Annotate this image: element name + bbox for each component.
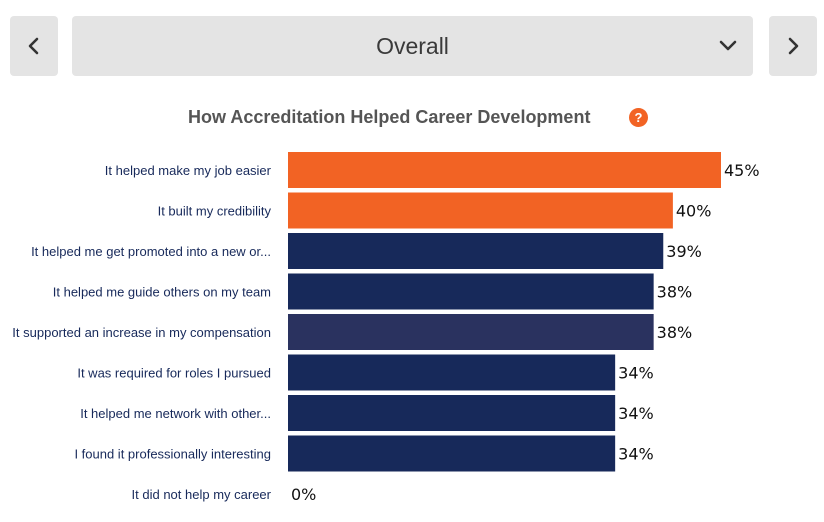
category-label: It helped me get promoted into a new or.… xyxy=(31,244,271,259)
chevron-right-icon xyxy=(788,37,799,55)
category-label: It supported an increase in my compensat… xyxy=(12,325,271,340)
category-label: It helped me network with other... xyxy=(80,406,271,421)
value-label: 40% xyxy=(676,202,712,221)
category-label: It did not help my career xyxy=(132,487,272,502)
category-label: It helped make my job easier xyxy=(105,163,272,178)
chevron-down-icon xyxy=(719,40,737,51)
bar[interactable] xyxy=(288,435,616,472)
bar[interactable] xyxy=(288,233,664,269)
value-label: 39% xyxy=(666,242,702,261)
value-label: 45% xyxy=(724,161,760,180)
previous-button[interactable] xyxy=(10,16,58,76)
value-label: 34% xyxy=(618,364,654,383)
segment-dropdown[interactable]: Overall xyxy=(72,16,753,76)
bar[interactable] xyxy=(288,395,616,431)
category-label: It helped me guide others on my team xyxy=(53,285,271,300)
value-label: 34% xyxy=(618,445,654,464)
value-label: 34% xyxy=(618,404,654,423)
help-icon[interactable]: ? xyxy=(629,108,648,127)
segment-dropdown-value: Overall xyxy=(376,32,449,59)
chart-title: How Accreditation Helped Career Developm… xyxy=(188,107,591,127)
bar[interactable] xyxy=(288,192,673,229)
help-icon-glyph: ? xyxy=(634,110,643,125)
value-label: 38% xyxy=(657,323,693,342)
category-label: It was required for roles I pursued xyxy=(77,366,271,381)
chart-header: How Accreditation Helped Career Developm… xyxy=(0,105,824,135)
value-label: 38% xyxy=(657,283,693,302)
value-label: 0% xyxy=(291,485,316,504)
bar[interactable] xyxy=(288,314,654,350)
bar[interactable] xyxy=(288,273,654,310)
category-label: I found it professionally interesting xyxy=(74,447,271,462)
bar[interactable] xyxy=(288,354,616,391)
next-button[interactable] xyxy=(769,16,817,76)
category-label: It built my credibility xyxy=(158,204,272,219)
bar[interactable] xyxy=(288,152,721,188)
chevron-left-icon xyxy=(28,37,39,55)
